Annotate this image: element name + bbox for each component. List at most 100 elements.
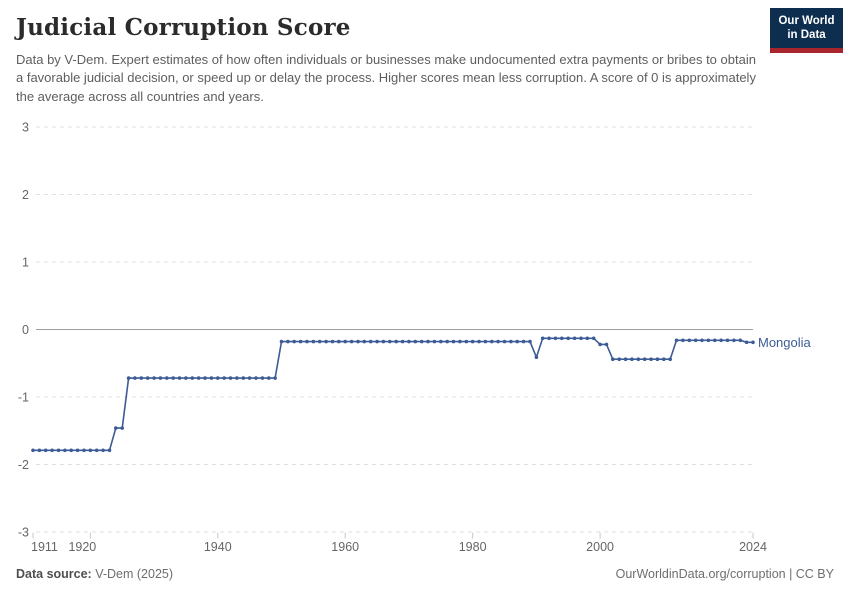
data-point [490,339,494,344]
data-point [196,376,201,380]
data-point [407,339,411,344]
data-point [617,357,621,362]
data-point [477,339,481,344]
data-point [642,357,647,362]
x-tick-label: 1920 [68,540,96,554]
mongolia-line[interactable] [32,337,754,452]
data-point [292,339,297,344]
data-point [279,339,284,344]
data-point [165,376,169,380]
data-point [337,339,341,344]
data-point [63,448,67,453]
data-point [655,357,660,362]
data-point [75,448,80,453]
data-point [267,376,271,380]
data-point [88,448,93,453]
data-point [598,342,602,347]
data-point [674,338,679,343]
data-point [56,448,61,453]
data-point [693,338,698,343]
x-tick-label: 1980 [459,540,487,554]
license-link[interactable]: OurWorldinData.org/corruption | CC BY [615,567,834,581]
data-point [445,339,450,344]
data-point [247,376,252,380]
data-point [534,355,539,360]
data-point [470,339,475,344]
data-point [732,338,736,343]
data-point [566,336,570,341]
data-point [349,339,354,344]
data-point [706,338,711,343]
data-point [31,448,35,453]
data-point [356,339,360,344]
data-point [330,339,335,344]
data-point [458,339,462,344]
y-tick-label: 0 [22,323,29,337]
data-point [400,339,405,344]
data-point [426,339,430,344]
data-point [228,376,233,380]
data-point [203,376,207,380]
data-point [152,376,156,380]
data-point [311,339,316,344]
data-point [209,376,214,380]
data-point [560,336,564,341]
chart-footer: Data source: V-Dem (2025) OurWorldinData… [16,567,834,581]
data-point [451,339,456,344]
data-point [120,426,124,430]
data-point [521,339,526,344]
data-point [324,339,328,344]
y-tick-label: -3 [18,526,29,540]
data-point [343,339,348,344]
x-tick-label: 1940 [204,540,232,554]
data-point [273,376,277,380]
data-point [744,340,749,345]
data-point [515,339,519,344]
data-point [94,448,99,453]
data-point [190,376,195,380]
data-point [413,339,418,344]
owid-logo[interactable]: Our World in Data [770,8,843,53]
data-source-label: Data source: [16,567,92,581]
data-point [464,339,469,344]
data-point [591,336,596,341]
data-point [553,336,558,341]
data-point [254,376,258,380]
data-point [126,376,131,380]
data-point [235,376,239,380]
data-point [662,357,666,362]
data-point [719,338,723,343]
data-point [668,357,672,362]
data-point [37,448,42,453]
data-point [547,336,551,341]
data-point [158,376,163,380]
x-tick-label: 1911 [31,540,58,554]
entity-label[interactable]: Mongolia [758,335,812,350]
data-point [82,448,86,453]
data-point [114,426,118,430]
page-title: Judicial Corruption Score [16,14,351,41]
data-point [139,376,144,380]
data-point [298,339,303,344]
x-tick-label: 2024 [739,540,767,554]
data-point [585,336,590,341]
data-point [317,339,322,344]
data-point [725,338,730,343]
data-point [738,338,743,343]
data-point [687,338,692,343]
data-source-value: V-Dem (2025) [95,567,174,581]
y-tick-label: 3 [22,121,29,135]
data-point [528,339,532,344]
data-point [50,448,54,453]
data-point [184,376,188,380]
data-point [604,342,609,347]
data-point [69,448,73,453]
data-point [611,357,615,362]
owid-logo-line1: Our World [778,15,835,27]
data-point [171,376,175,380]
data-point [432,339,437,344]
y-tick-label: -1 [18,391,29,405]
owid-logo-line2: in Data [787,29,826,42]
data-point [681,338,685,343]
